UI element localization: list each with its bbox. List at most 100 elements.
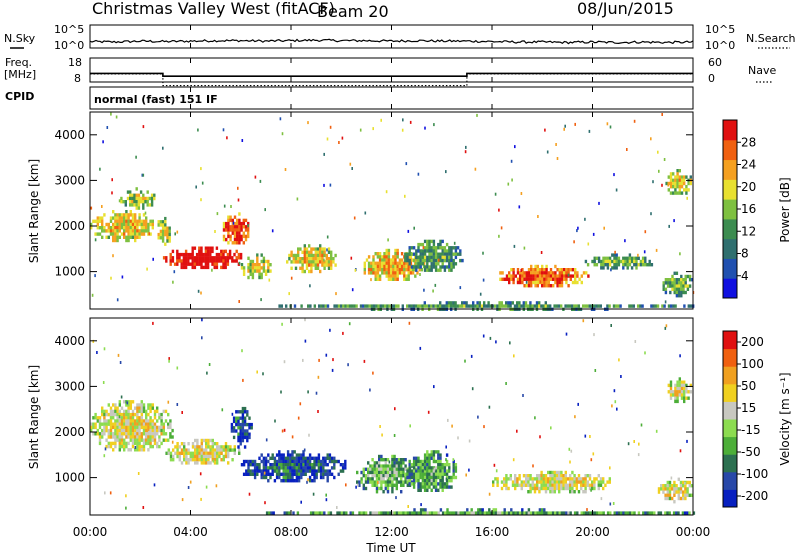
heatmap-cell [180,252,183,257]
heatmap-cell [468,439,471,443]
heatmap-cell [454,463,458,467]
heatmap-cell [407,274,410,278]
heatmap-cell [576,280,579,285]
heatmap-cell [527,304,530,308]
heatmap-cell [403,261,406,265]
heatmap-cell [258,466,261,470]
heatmap-cell [419,249,422,253]
heatmap-cell [319,257,322,261]
heatmap-cell [267,266,270,270]
heatmap-cell [452,258,455,263]
heatmap-cell [321,247,324,251]
heatmap-cell [125,409,128,414]
heatmap-cell [267,479,270,483]
heatmap-cell [661,183,663,187]
heatmap-cell [421,466,425,470]
heatmap-cell [145,441,148,446]
heatmap-cell [436,304,440,308]
heatmap-cell [227,228,230,232]
heatmap-cell [667,383,670,388]
heatmap-cell [227,221,230,226]
heatmap-cell [200,291,202,295]
heatmap-cell [209,249,212,254]
heatmap-cell [529,301,532,305]
heatmap-cell [114,403,117,407]
heatmap-cell [378,461,381,465]
heatmap-cell [127,448,130,452]
heatmap-cell [112,232,115,236]
heatmap-cell [507,486,510,491]
heatmap-cell [105,409,108,414]
heatmap-cell [131,196,134,201]
heatmap-cell [345,483,347,487]
heatmap-cell [584,490,587,494]
heatmap-cell [98,419,102,423]
heatmap-cell [239,422,242,427]
heatmap-cell [434,482,438,486]
heatmap-cell [664,487,667,491]
heatmap-cell [123,216,126,220]
heatmap-cell [109,444,113,449]
heatmap-cell [308,250,311,254]
heatmap-cell [538,474,541,478]
heatmap-cell [149,432,152,436]
heatmap-cell [606,511,610,515]
heatmap-cell [240,263,244,267]
heatmap-cell [673,290,676,295]
heatmap-cell [555,304,558,308]
heatmap-cell [131,216,135,220]
heatmap-cell [441,249,444,253]
heatmap-cell [326,475,329,480]
heatmap-cell [216,442,219,446]
heatmap-cell [153,409,157,414]
heatmap-cell [426,258,429,263]
heatmap-cell [525,477,528,481]
heatmap-cell [664,326,667,330]
heatmap-cell [140,403,143,407]
heatmap-cell [109,409,113,414]
heatmap-cell [540,304,543,308]
heatmap-cell [408,252,411,256]
heatmap-cell [151,222,154,227]
heatmap-cell [666,281,670,285]
heatmap-cell [501,271,504,275]
heatmap-cell [243,435,247,440]
heatmap-cell [602,511,605,515]
heatmap-cell [330,266,333,270]
heatmap-cell [90,206,93,210]
heatmap-cell [404,477,407,481]
heatmap-cell [129,222,132,227]
heatmap-cell [678,377,681,381]
heatmap-cell [434,246,438,250]
heatmap-cell [118,448,121,452]
heatmap-cell [369,477,372,481]
heatmap-cell [426,459,429,464]
heatmap-cell [207,438,210,443]
heatmap-cell [534,264,537,269]
heatmap-cell [441,482,444,486]
heatmap-cell [381,264,384,269]
heatmap-cell [669,396,673,400]
heatmap-cell [638,442,640,446]
heatmap-cell [291,453,294,457]
heatmap-cell [211,445,214,449]
heatmap-cell [127,435,130,439]
heatmap-cell [312,247,315,251]
heatmap-cell [319,472,323,476]
heatmap-cell [164,438,168,442]
heatmap-cell [412,475,416,480]
heatmap-cell [680,290,683,295]
heatmap-cell [273,466,277,470]
heatmap-cell [251,275,255,280]
heatmap-cell [536,277,539,281]
heatmap-cell [189,252,192,257]
heatmap-cell [205,461,208,465]
heatmap-cell [322,456,325,460]
heatmap-cell [424,126,426,130]
heatmap-cell [310,257,313,261]
heatmap-cell [492,511,495,515]
heatmap-cell [669,175,673,179]
heatmap-cell [410,246,414,250]
heatmap-cell [295,475,299,480]
heatmap-cell [304,339,307,343]
